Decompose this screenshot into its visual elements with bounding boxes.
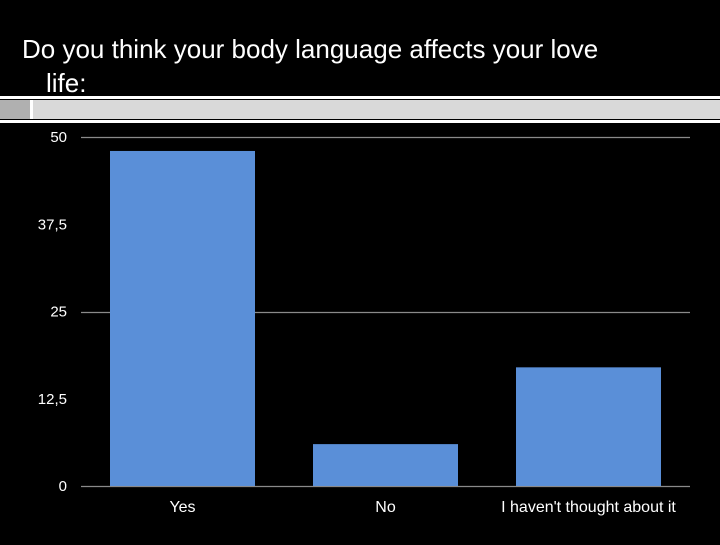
slide-title-line1: Do you think your body language affects …	[22, 34, 599, 64]
y-tick-label: 37,5	[38, 216, 67, 233]
divider-band	[0, 100, 720, 119]
x-axis-category-labels: Yes No I haven't thought about it	[169, 499, 676, 516]
divider-accent-block	[0, 100, 30, 119]
divider-fill	[33, 100, 720, 119]
divider-line-top	[0, 96, 720, 99]
y-tick-label: 50	[50, 129, 67, 146]
slide-title-line2: life:	[46, 68, 87, 98]
x-category-label: Yes	[169, 499, 195, 516]
slide-title: Do you think your body language affects …	[22, 32, 702, 100]
bar-yes	[110, 150, 255, 486]
bar-i-haven-t-thought-about-it	[516, 367, 661, 486]
divider-separator	[30, 100, 33, 119]
y-axis-tick-labels: 0 12,5 25 37,5 50	[38, 129, 67, 495]
divider-line-bottom	[0, 120, 720, 123]
y-tick-label: 12,5	[38, 391, 67, 408]
y-tick-label: 0	[59, 478, 67, 495]
bar-no	[313, 444, 458, 486]
bars	[110, 150, 661, 486]
y-tick-label: 25	[50, 304, 67, 321]
x-category-label: No	[375, 499, 396, 516]
x-category-label: I haven't thought about it	[501, 499, 676, 516]
